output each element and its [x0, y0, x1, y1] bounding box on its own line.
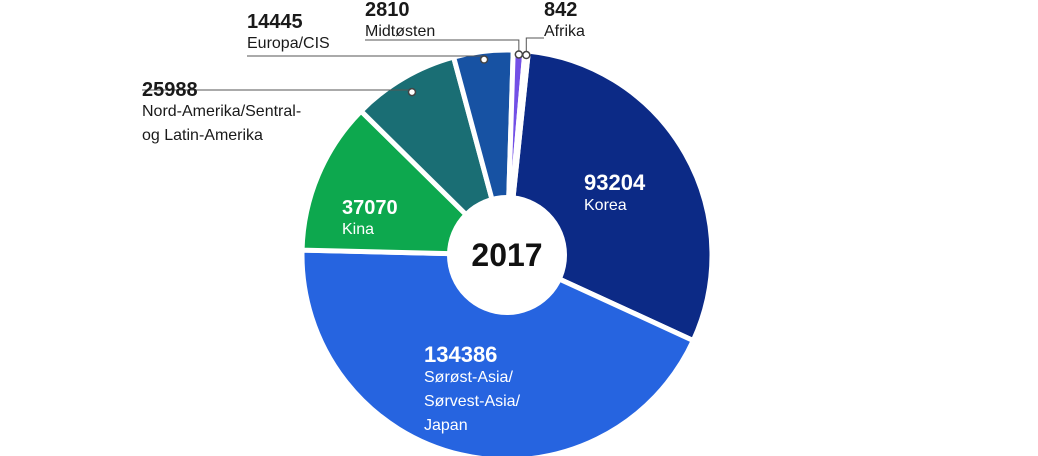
slice-value-label-3: 25988	[142, 79, 198, 101]
slice-category-label-1-2: Japan	[424, 417, 468, 434]
slice-value-label-1: 134386	[424, 342, 497, 367]
slice-value-label-5: 2810	[365, 0, 410, 21]
slice-category-label-1-1: Sørvest-Asia/	[424, 393, 521, 410]
slice-value-label-2: 37070	[342, 197, 398, 219]
slice-value-label-6: 842	[544, 0, 577, 21]
slice-3	[357, 54, 512, 264]
slice-2	[299, 107, 514, 258]
slice-value-label-0: 93204	[584, 170, 646, 195]
leader-lines	[142, 37, 544, 97]
slice-category-label-6-0: Afrika	[544, 23, 585, 40]
slice-category-label-2-0: Kina	[342, 221, 374, 238]
slice-value-label-4: 14445	[247, 11, 303, 33]
leader-dot-6	[522, 50, 531, 60]
leader-dot-4	[479, 55, 489, 64]
slice-category-label-5-0: Midtøsten	[365, 23, 435, 40]
center-hole	[447, 195, 567, 315]
slice-category-label-4-0: Europa/CIS	[247, 35, 330, 52]
slice-category-label-0-0: Korea	[584, 197, 627, 214]
slice-category-label-3-0: Nord-Amerika/Sentral-	[142, 103, 301, 120]
leader-line-5	[365, 39, 520, 55]
leader-dot-5	[514, 50, 524, 59]
leader-line-6	[525, 37, 544, 56]
slice-category-label-1-0: Sørøst-Asia/	[424, 369, 513, 386]
center-label: 2017	[471, 237, 542, 273]
slice-category-label-3-1: og Latin-Amerika	[142, 127, 263, 144]
slice-1	[299, 247, 697, 456]
slice-labels: 93204 Korea 134386 Sørøst-Asia/Sørvest-Asia…	[142, 0, 646, 434]
leader-dot-3	[407, 87, 417, 97]
